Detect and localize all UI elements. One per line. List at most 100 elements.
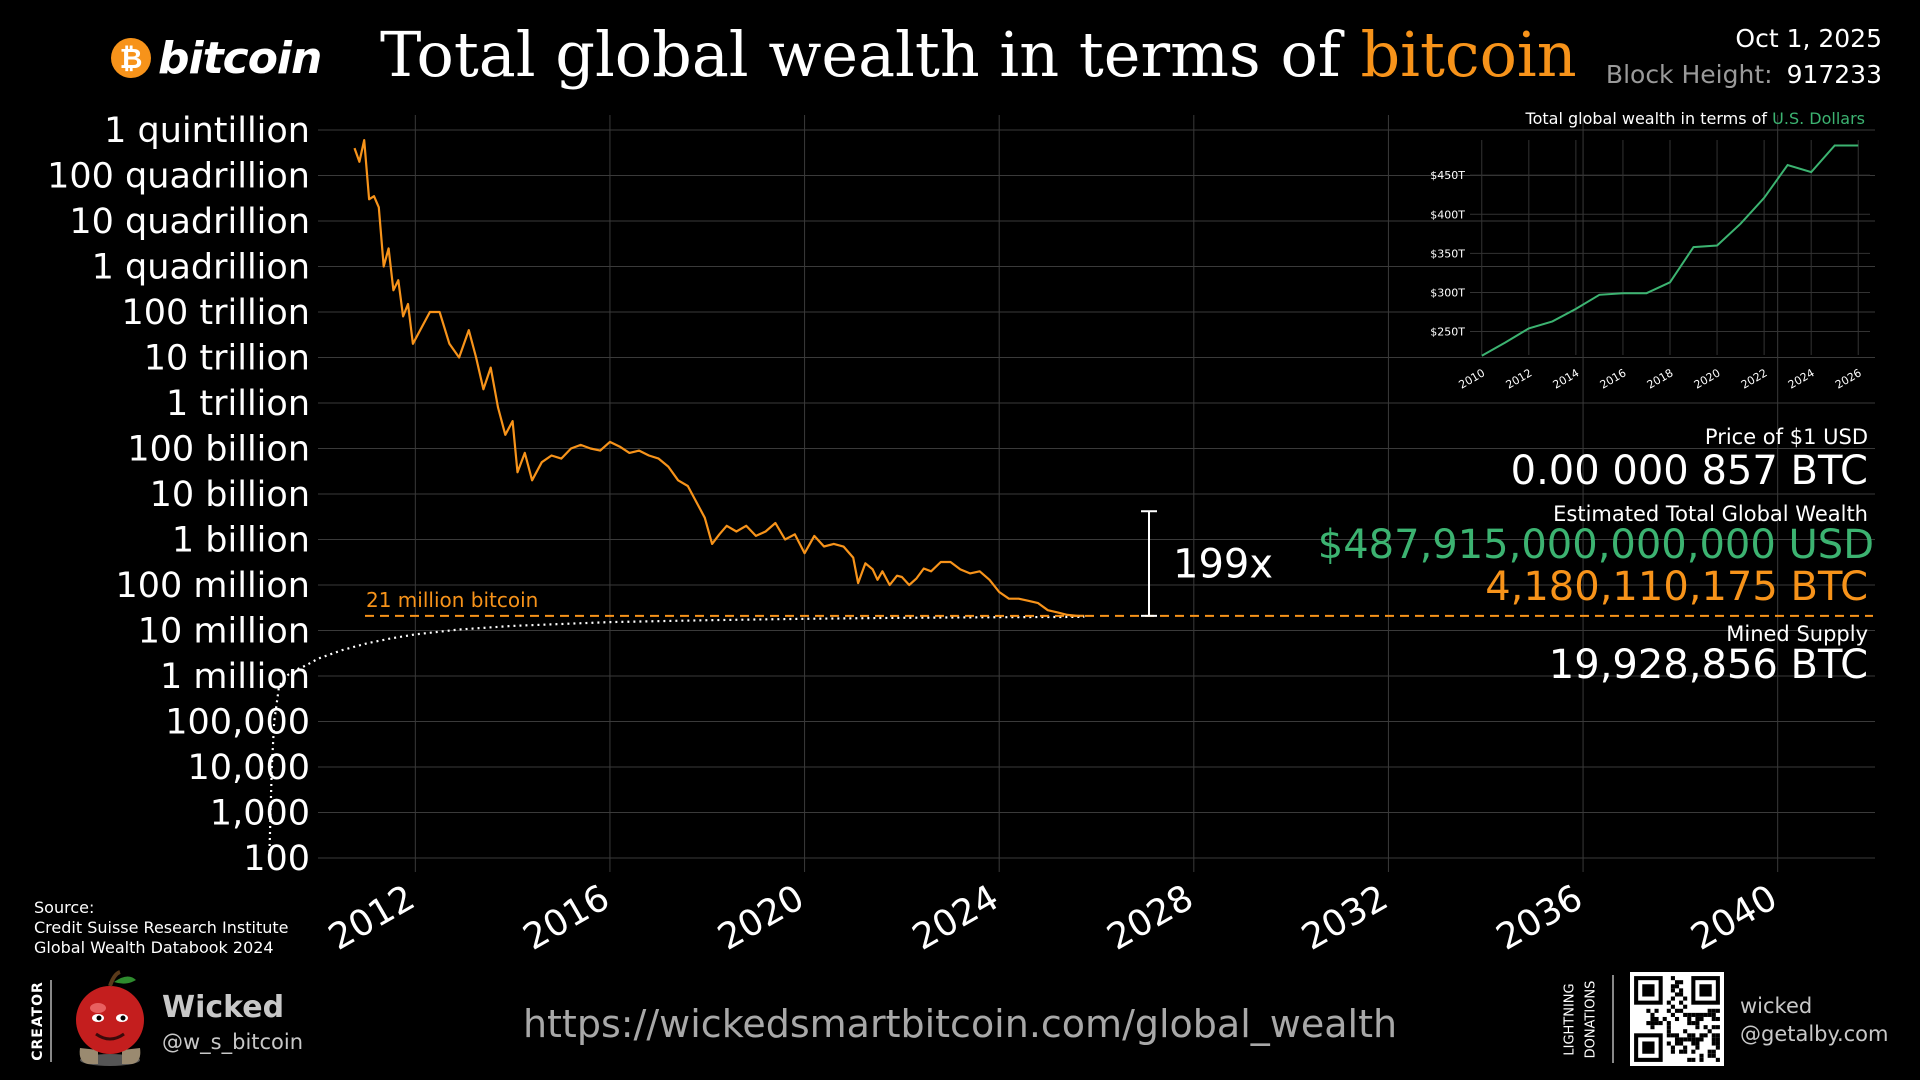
qr-module [1674,1008,1680,1013]
source-note: Source: Credit Suisse Research Institute… [34,898,288,958]
x-tick-label: 2040 [1684,877,1784,958]
source-label: Source: [34,898,95,917]
mined-label: Mined Supply [1726,622,1868,646]
wealth-label: Estimated Total Global Wealth [1553,502,1868,526]
qr-module [1662,1016,1667,1022]
inset-x-tick-label: 2020 [1692,366,1723,391]
date-label: Oct 1, 2025 [1735,24,1882,53]
qr-module [1670,976,1675,981]
qr-module [1674,1041,1680,1046]
qr-finder [1699,984,1712,997]
inset-x-tick-label: 2014 [1551,366,1582,391]
qr-module [1679,1008,1684,1013]
qr-module [1711,1016,1716,1022]
inset-y-tick-label: $300T [1430,286,1465,299]
y-tick-label: 10 quadrillion [69,202,310,242]
inset-chart-tick-labels: $250T $300T $350T $400T $450T 2010 2012 2014 201… [1430,169,1863,391]
qr-finder [1642,1041,1655,1054]
main-chart-series [268,139,1085,859]
qr-module [1707,1012,1712,1017]
qr-module [1666,1033,1671,1038]
qr-module [1650,1016,1655,1022]
inset-chart-series [1481,144,1859,357]
qr-module [1715,1037,1720,1042]
block-height-value: 917233 [1786,60,1882,89]
y-tick-label: 10 billion [150,475,310,515]
source-line-2: Global Wealth Databook 2024 [34,938,274,957]
qr-module [1674,992,1680,997]
qr-module [1699,1012,1704,1017]
qr-module [1707,1049,1712,1054]
qr-module [1654,1008,1659,1013]
qr-module [1666,1000,1671,1005]
lightning-label: LIGHTNING DONATIONS [1563,972,1612,1068]
qr-module [1695,1016,1700,1022]
inset-x-tick-label: 2016 [1598,366,1629,391]
qr-module [1650,1025,1655,1030]
qr-module [1674,984,1680,989]
qr-module [1695,1037,1700,1042]
website-url[interactable]: https://wickedsmartbitcoin.com/global_we… [522,1002,1398,1046]
block-height-label: Block Height: [1605,60,1773,89]
qr-module [1695,1012,1700,1017]
qr-module [1683,1037,1688,1042]
qr-module [1703,1025,1708,1030]
qr-module [1646,1008,1651,1013]
qr-module [1699,1053,1704,1058]
y-tick-label: 10 trillion [144,339,310,379]
qr-module [1679,1041,1684,1046]
multiple-label: 199x [1173,542,1273,588]
logo-text: bitcoin [158,32,322,84]
qr-module [1711,1025,1716,1030]
qr-module [1695,1041,1700,1046]
ref-line-21-million-label: 21 million bitcoin [366,588,538,612]
qr-module [1691,1037,1696,1042]
qr-module [1650,1012,1655,1017]
qr-module [1670,1045,1675,1050]
lightning-label-1: LIGHTNING [1562,983,1578,1056]
inset-x-tick-label: 2026 [1833,366,1864,391]
y-tick-label: 1 million [160,657,310,697]
title-prefix: Total global wealth in terms of [380,18,1341,91]
qr-module [1683,1004,1688,1009]
qr-module [1646,1021,1651,1026]
qr-module [1711,1033,1716,1038]
lightning-address[interactable]: wicked @getalby.com [1740,992,1888,1048]
wealth-btc: 4,180,110,175 BTC [1485,564,1868,610]
qr-module [1670,1004,1675,1009]
x-tick-label: 2012 [322,877,422,958]
qr-module [1691,1049,1696,1054]
qr-module [1711,1041,1716,1046]
mined-value: 19,928,856 BTC [1548,642,1868,688]
qr-code-icon[interactable] [1630,972,1724,1066]
inset-chart: Total global wealth in terms of U.S. Dol… [1430,109,1870,392]
qr-module [1715,1057,1720,1062]
bitcoin-circle-icon: ₿ [111,38,151,78]
qr-module [1670,984,1675,989]
qr-module [1683,1012,1688,1017]
creator-handle[interactable]: @w_s_bitcoin [162,1030,304,1054]
qr-module [1707,1053,1712,1058]
qr-module [1703,1012,1708,1017]
inset-chart-grid [1470,140,1870,355]
qr-module [1670,996,1675,1001]
main-chart-annotations: 21 million bitcoin 199x [365,510,1873,617]
qr-module [1687,1033,1692,1038]
x-tick-label: 2016 [517,877,617,958]
qr-module [1658,1021,1663,1026]
y-tick-label: 1 quintillion [104,111,310,151]
qr-module [1670,1049,1675,1054]
qr-module [1695,1021,1700,1026]
lightning-label-2: DONATIONS [1583,980,1599,1059]
y-tick-label: 100 million [115,566,310,606]
qr-module [1670,1012,1675,1017]
qr-module [1654,1016,1659,1022]
y-tick-label: 1 trillion [166,384,310,424]
qr-module [1707,1008,1712,1013]
qr-module [1670,1033,1675,1038]
x-tick-label: 2032 [1295,877,1395,958]
qr-module [1683,1029,1688,1034]
qr-module [1679,1049,1684,1054]
qr-module [1711,1053,1716,1058]
